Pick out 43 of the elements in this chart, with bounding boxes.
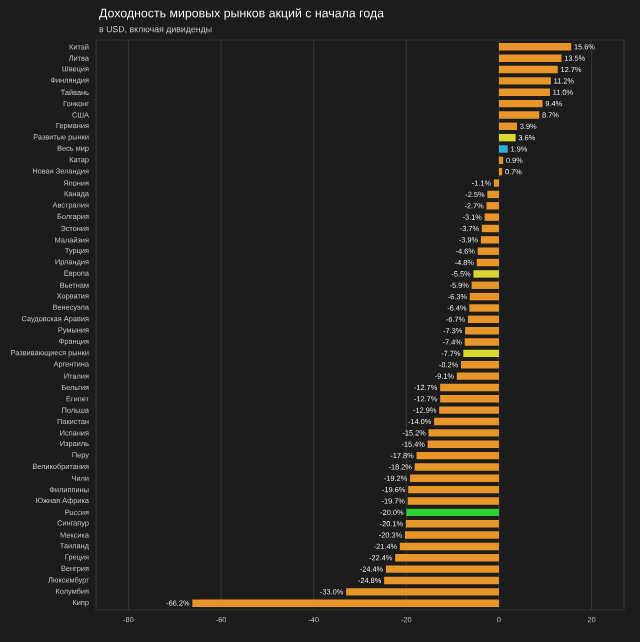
bar bbox=[493, 179, 499, 187]
bar bbox=[471, 281, 499, 289]
bar bbox=[498, 88, 550, 96]
bar bbox=[407, 497, 499, 505]
bar bbox=[406, 508, 499, 517]
bar bbox=[460, 361, 499, 369]
bar bbox=[486, 202, 499, 210]
bar bbox=[484, 213, 499, 221]
bar bbox=[410, 474, 499, 482]
bar bbox=[477, 247, 499, 255]
bar bbox=[469, 292, 499, 301]
bar bbox=[476, 258, 499, 267]
bar bbox=[416, 451, 499, 460]
bar bbox=[428, 429, 499, 437]
bar bbox=[469, 304, 499, 312]
bar bbox=[498, 99, 543, 108]
bar bbox=[498, 133, 516, 142]
bar bbox=[408, 485, 499, 494]
bar bbox=[498, 122, 518, 130]
bar bbox=[405, 520, 499, 528]
bar bbox=[467, 315, 499, 324]
bar bbox=[481, 224, 499, 233]
bar bbox=[473, 270, 499, 278]
bar bbox=[464, 338, 499, 346]
bar bbox=[440, 383, 499, 392]
bar bbox=[498, 77, 551, 85]
bar bbox=[395, 554, 499, 562]
bar bbox=[384, 576, 499, 585]
bar bbox=[385, 565, 499, 573]
bar bbox=[498, 156, 504, 165]
bar bbox=[404, 531, 499, 539]
bar bbox=[414, 463, 499, 471]
bar bbox=[498, 145, 508, 153]
bar bbox=[399, 542, 499, 551]
bar bbox=[480, 236, 499, 244]
bar bbox=[427, 440, 499, 448]
bar bbox=[487, 190, 499, 199]
bar bbox=[465, 326, 499, 335]
bar bbox=[498, 111, 540, 119]
bar bbox=[456, 372, 499, 380]
bar bbox=[463, 349, 499, 358]
bar bbox=[498, 65, 558, 74]
bar bbox=[434, 417, 499, 426]
